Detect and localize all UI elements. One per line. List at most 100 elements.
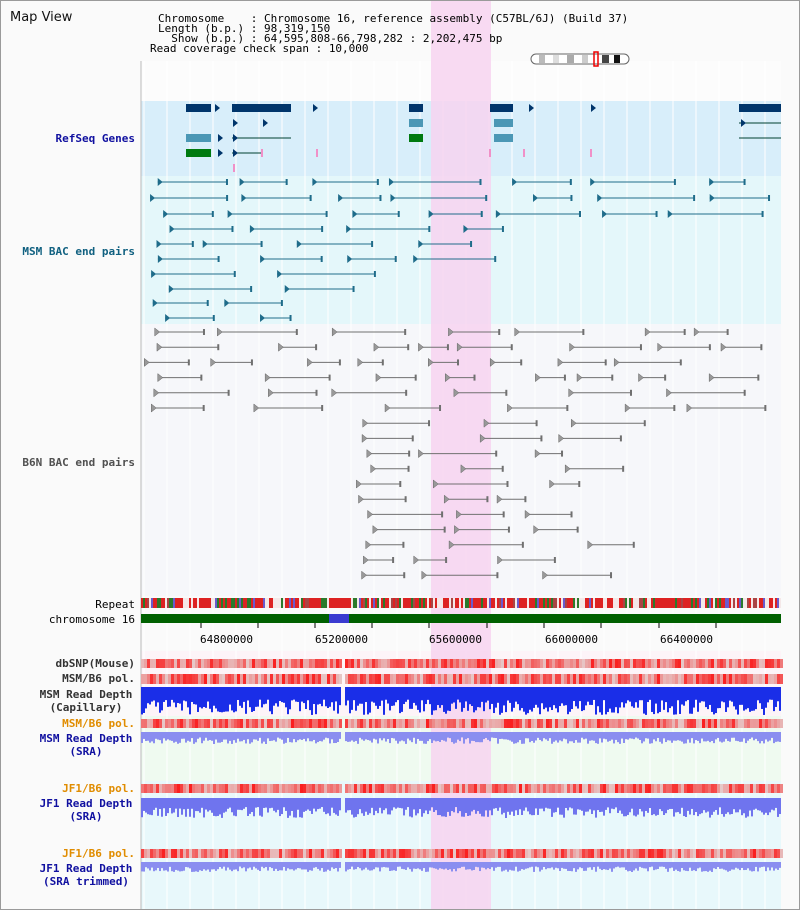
repeat-segment [557, 598, 559, 608]
heat-segment [276, 849, 279, 858]
track-label-dbsnp[interactable]: dbSNP(Mouse) [55, 657, 135, 670]
read-depth-bar [191, 862, 193, 872]
track-label-chromosome: chromosome 16 [48, 613, 135, 626]
heat-segment [699, 659, 702, 668]
track-label-jf1-read-depth-trimmed[interactable]: JF1 Read Depth (SRA trimmed) [27, 862, 145, 888]
repeat-segment [307, 598, 309, 608]
read-depth-bar [687, 862, 689, 872]
heat-segment [240, 719, 243, 728]
read-depth-bar [601, 798, 603, 812]
read-depth-bar [215, 798, 217, 817]
heat-segment [192, 849, 195, 858]
heat-segment [351, 784, 354, 793]
heat-segment [438, 849, 441, 858]
read-depth-bar [253, 687, 255, 711]
heat-segment [246, 719, 249, 728]
read-depth-bar [169, 687, 171, 707]
heat-segment [147, 659, 150, 668]
heat-segment [375, 719, 378, 728]
read-depth-bar [719, 862, 721, 869]
read-depth-bar [723, 798, 725, 817]
repeat-segment [147, 598, 149, 608]
heat-segment [768, 674, 771, 684]
track-label-msm-b6-pol-2[interactable]: MSM/B6 pol. [62, 717, 135, 730]
read-depth-bar [635, 732, 637, 738]
repeat-segment [291, 598, 293, 608]
track-label-msm-read-depth-capillary[interactable]: MSM Read Depth (Capillary) [27, 688, 145, 714]
read-depth-bar [477, 862, 479, 868]
repeat-segment [761, 598, 763, 608]
read-depth-bar [187, 687, 189, 708]
read-depth-bar [421, 798, 423, 817]
heat-segment [744, 784, 747, 793]
read-depth-bar [263, 687, 265, 705]
repeat-segment [361, 598, 363, 608]
read-depth-bar [413, 732, 415, 738]
read-depth-bar [333, 732, 335, 744]
gene-exon [186, 149, 211, 157]
read-depth-bar [255, 862, 257, 869]
read-depth-bar [273, 862, 275, 871]
read-depth-bar [677, 732, 679, 741]
heat-segment [738, 674, 741, 684]
heat-segment [723, 849, 726, 858]
heat-segment [528, 659, 531, 668]
read-depth-bar [387, 687, 389, 704]
repeat-segment [533, 598, 535, 608]
heat-segment [573, 719, 576, 728]
track-label-jf1-read-depth-sra[interactable]: JF1 Read Depth (SRA) [27, 797, 145, 823]
heat-segment [780, 784, 783, 793]
read-depth-bar [693, 687, 695, 708]
heat-segment [570, 849, 573, 858]
track-label-msm-bac[interactable]: MSM BAC end pairs [22, 245, 135, 258]
heat-segment [648, 659, 651, 668]
read-depth-bar [219, 798, 221, 815]
heat-segment [423, 719, 426, 728]
read-depth-bar [299, 687, 301, 712]
heat-segment [177, 659, 180, 668]
heat-segment [411, 719, 414, 728]
track-label-msm-b6-pol[interactable]: MSM/B6 pol. [62, 672, 135, 685]
repeat-segment [495, 598, 497, 608]
b6n-bac-end [361, 433, 368, 443]
heat-segment [144, 784, 147, 793]
track-label-refseq[interactable]: RefSeq Genes [55, 132, 135, 145]
heat-segment [429, 784, 432, 793]
read-depth-bar [285, 732, 287, 743]
read-depth-bar [357, 732, 359, 744]
read-depth-bar [699, 687, 701, 703]
read-depth-bar [741, 687, 743, 705]
heat-segment [159, 719, 162, 728]
track-label-jf1-b6-pol[interactable]: JF1/B6 pol. [62, 782, 135, 795]
read-depth-bar [217, 687, 219, 712]
read-depth-bar [559, 798, 561, 815]
track-label-msm-read-depth-sra[interactable]: MSM Read Depth (SRA) [27, 732, 145, 758]
track-label-jf1-b6-pol-2[interactable]: JF1/B6 pol. [62, 847, 135, 860]
read-depth-bar [241, 862, 243, 869]
read-depth-bar [253, 732, 255, 740]
read-depth-bar [505, 862, 507, 870]
label-line: (SRA) [69, 745, 103, 758]
read-depth-bar [725, 732, 727, 739]
repeat-segment [365, 598, 367, 608]
msm-bac-end [693, 195, 696, 201]
read-depth-bar [169, 732, 171, 741]
read-depth-bar [225, 798, 227, 812]
repeat-segment [729, 598, 731, 608]
read-depth-bar [289, 732, 291, 743]
heat-segment [369, 849, 372, 858]
heat-segment [660, 674, 663, 684]
repeat-segment [669, 598, 671, 608]
heat-segment [621, 784, 624, 793]
heat-segment [147, 674, 150, 684]
read-depth-bar [181, 732, 183, 739]
repeat-segment [645, 598, 647, 608]
track-label-b6n-bac[interactable]: B6N BAC end pairs [22, 456, 135, 469]
read-depth-bar [613, 798, 615, 810]
gene-marker [590, 149, 592, 157]
read-depth-bar [183, 732, 185, 739]
read-depth-bar [701, 798, 703, 814]
read-depth-bar [609, 798, 611, 814]
read-depth-bar [685, 732, 687, 744]
